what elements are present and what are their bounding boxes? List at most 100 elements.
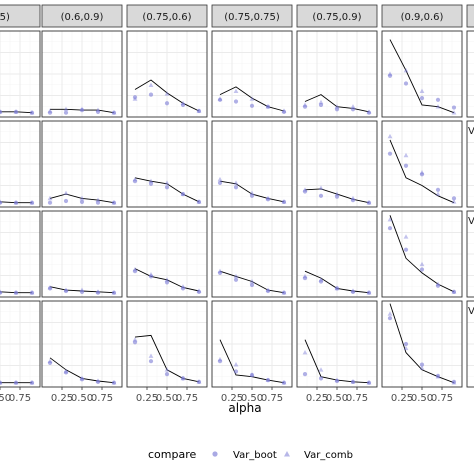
var-comb-point [334, 104, 340, 109]
var-boot-point [217, 97, 223, 102]
panel-border [211, 30, 293, 118]
var-comb-point [451, 110, 457, 115]
var-comb-point [47, 195, 53, 201]
panel-border [0, 210, 41, 298]
facet-panel [466, 300, 474, 388]
var-comb-point [164, 91, 170, 96]
series-line [134, 177, 200, 203]
var-boot-point [419, 172, 425, 177]
facet-panel [381, 120, 463, 208]
facet-strip-label: (0.75,0.75) [224, 12, 280, 23]
var-comb-point [29, 110, 35, 115]
var-boot-point [281, 380, 287, 385]
panel-border [466, 300, 474, 388]
var-comb-point [318, 99, 324, 105]
var-boot-point [13, 380, 19, 385]
var-comb-point [217, 176, 223, 182]
var-boot-point [0, 109, 3, 114]
var-comb-point [0, 380, 3, 385]
var-boot-point [318, 376, 324, 381]
var-boot-point [249, 103, 255, 108]
facet-panel [296, 30, 378, 118]
var-comb-point [164, 277, 170, 282]
var-boot-point [387, 226, 393, 231]
var-comb-point [281, 108, 287, 113]
facet-strip-label: .75) [0, 12, 10, 23]
var-boot-point [180, 376, 186, 381]
var-comb-point [132, 176, 138, 182]
x-tick-label: 0.50 [71, 393, 93, 404]
var-comb-point [13, 380, 19, 385]
partial-legend-label: Va [468, 126, 474, 137]
var-boot-point [366, 200, 372, 205]
x-tick-label: 0.50 [326, 393, 348, 404]
panel-border [296, 210, 378, 298]
var-comb-point [403, 345, 409, 351]
var-boot-point [265, 197, 271, 202]
var-boot-point [302, 189, 308, 194]
var-boot-point [0, 380, 3, 385]
series-line [0, 111, 33, 114]
facet-panel [0, 120, 41, 208]
var-boot-point [419, 362, 425, 367]
var-boot-point [47, 110, 53, 115]
var-comb-point [217, 268, 223, 273]
var-boot-point [265, 104, 271, 109]
var-comb-point [95, 378, 101, 383]
var-comb-point [180, 375, 186, 381]
facet-panel [0, 30, 41, 118]
var-comb-point [350, 195, 356, 201]
var-comb-point [387, 133, 393, 139]
var-comb-point [451, 289, 457, 294]
var-boot-point [435, 283, 441, 288]
var-comb-point [233, 180, 239, 185]
var-comb-point [13, 290, 19, 295]
var-comb-point [29, 380, 35, 385]
facet-strip: (0.9,0.6) [381, 4, 463, 28]
var-comb-point [180, 100, 186, 106]
facet-strip-bg [41, 4, 123, 28]
var-comb-point [29, 200, 35, 205]
var-comb-point [387, 217, 393, 222]
series-line [49, 193, 115, 204]
var-boot-point [95, 200, 101, 205]
legend-key-var-comb [284, 451, 290, 457]
var-comb-point [318, 367, 324, 372]
facet-strip: (0.75,0.9) [296, 4, 378, 28]
var-comb-point [47, 108, 53, 113]
facet-strip-label: (0.75,0.9) [312, 12, 361, 23]
var-boot-point [29, 200, 35, 205]
var-comb-point [350, 288, 356, 293]
var-boot-point [47, 200, 53, 205]
legend-label-var-boot: Var_boot [233, 450, 277, 461]
facet-panel [211, 30, 293, 118]
var-comb-point [249, 190, 255, 196]
facet-strip-bg [466, 4, 474, 28]
var-boot-point [196, 289, 202, 294]
facet-panel [41, 120, 123, 208]
x-tick-label: 0.75 [431, 393, 453, 404]
x-tick-label: 0.25 [51, 393, 73, 404]
x-axis-ticks: 0.250.500.750.250.500.750.250.500.750.25… [0, 387, 453, 404]
var-boot-point [63, 370, 69, 375]
var-comb-point [435, 281, 441, 286]
var-comb-point [13, 109, 19, 114]
panel-border [126, 120, 208, 208]
var-comb-point [435, 104, 441, 109]
var-boot-point [111, 380, 117, 385]
var-boot-point [350, 107, 356, 112]
var-boot-point [148, 274, 154, 279]
var-comb-point [63, 106, 69, 112]
var-boot-point [334, 194, 340, 199]
var-boot-point [164, 280, 170, 285]
series-line [134, 334, 200, 383]
var-comb-point [196, 108, 202, 113]
var-comb-point [233, 362, 239, 367]
panel-border [126, 30, 208, 118]
var-boot-point [132, 95, 138, 100]
var-boot-point [318, 279, 324, 284]
var-boot-point [47, 286, 53, 291]
var-boot-point [13, 290, 19, 295]
var-boot-point [63, 288, 69, 294]
var-comb-point [387, 71, 393, 76]
